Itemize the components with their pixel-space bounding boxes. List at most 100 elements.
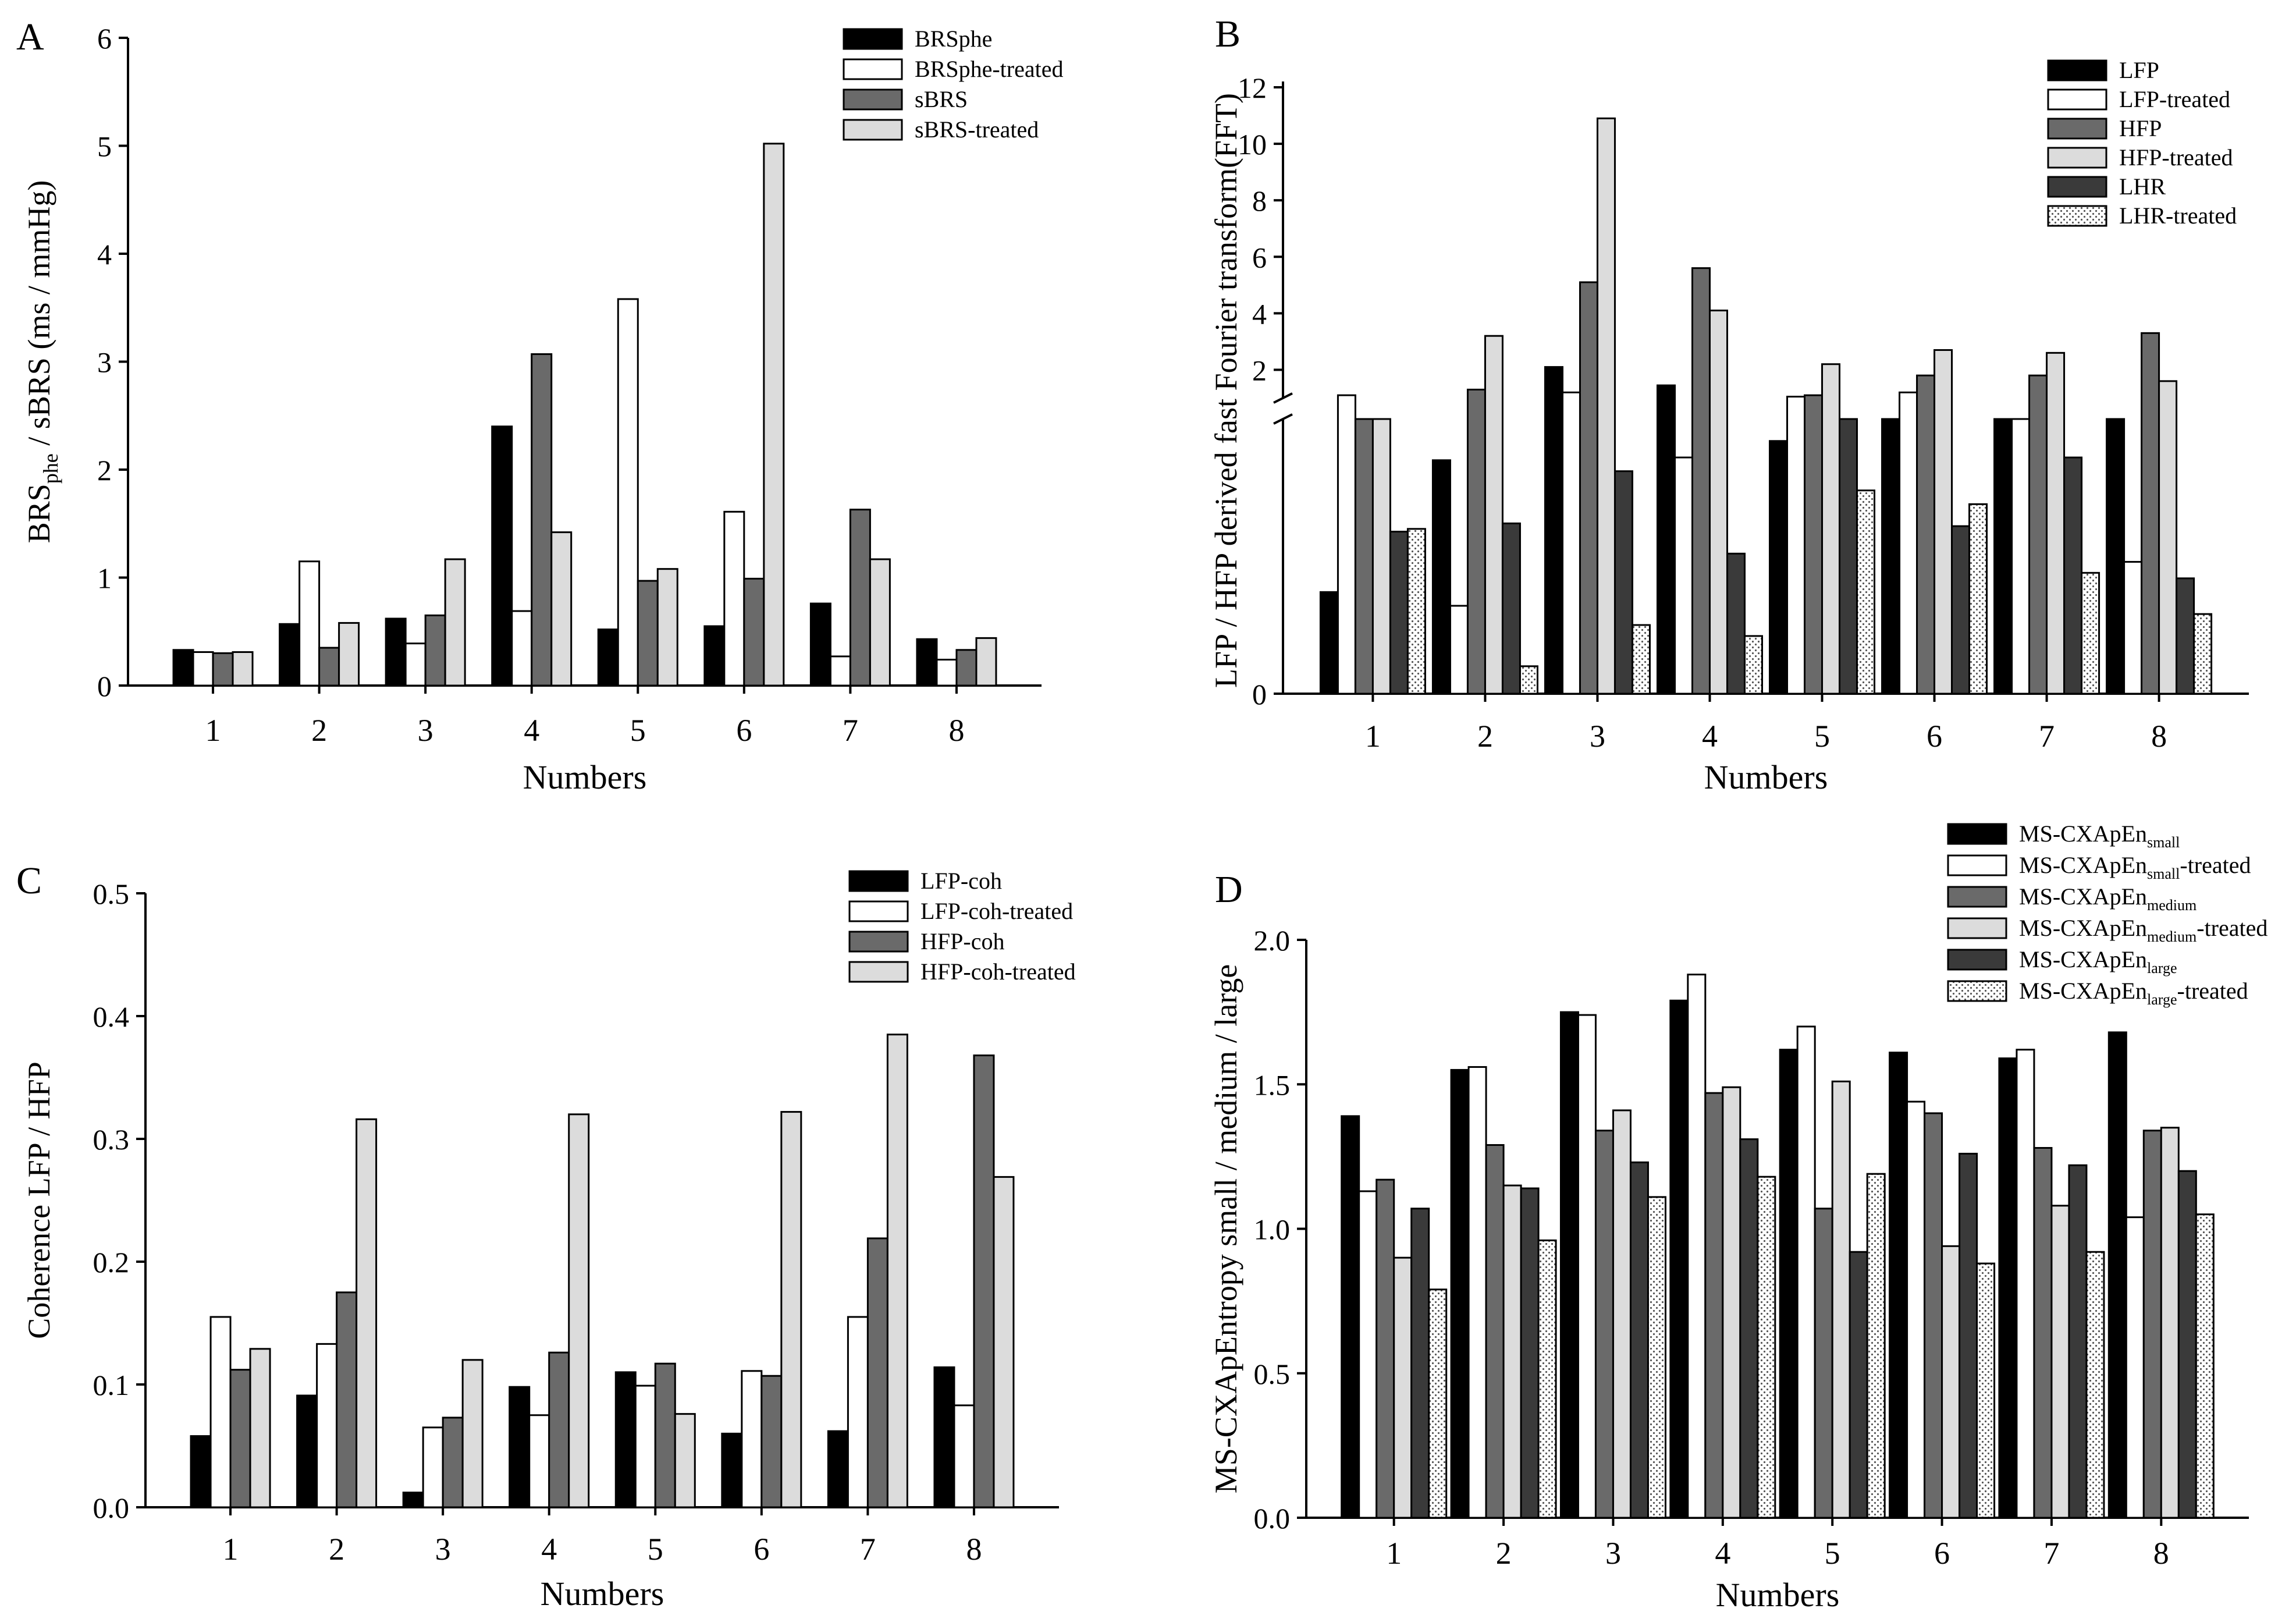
bar-b-s3-c8 [2141, 332, 2160, 695]
x-axis-label: Numbers [523, 758, 647, 796]
bar-a-s3-c4 [531, 353, 553, 687]
y-tick-label: 0.1 [93, 1369, 130, 1401]
y-tick-label: 4 [97, 238, 112, 271]
legend-swatch [2047, 176, 2107, 198]
legend-swatch [2047, 205, 2107, 227]
legend-label: LFP [2119, 57, 2159, 83]
bar-c-s1-c7 [827, 1430, 849, 1508]
bar-b-s6-c3 [1631, 624, 1651, 695]
y-tick-label: 0.2 [93, 1246, 130, 1279]
y-tick-label: 0.4 [93, 1000, 130, 1033]
bar-b-s2-c1 [1337, 394, 1356, 695]
y-tick-label: 6 [1252, 241, 1267, 274]
bar-d-s4-c2 [1502, 1184, 1522, 1519]
bar-c-s1-c8 [933, 1366, 955, 1508]
panel-d: D 0.0 0.5 1.0 1.5 2.0 1 2 3 4 5 6 7 8 Numbers MS-CXApEn… [1209, 821, 2267, 1614]
x-axis-label: Numbers [541, 1575, 664, 1613]
bar-d-s5-c8 [2177, 1170, 2197, 1519]
bar-b-s4-c3 [1596, 117, 1616, 695]
bar-a-s3-c7 [849, 509, 871, 687]
bar-d-s6-c6 [1976, 1262, 1996, 1519]
bar-d-s1-c2 [1450, 1068, 1470, 1519]
panel-a: A 0 1 2 3 4 5 6 1 2 3 4 5 6 7 8 Numbers BRSphe / sBRS (ms… [16, 16, 1064, 796]
bar-b-s3-c6 [1916, 374, 1936, 695]
bar-a-s3-c8 [955, 649, 978, 687]
bar-d-s6-c2 [1537, 1239, 1557, 1519]
bar-c-s2-c2 [316, 1343, 338, 1508]
bar-d-s4-c7 [2050, 1205, 2070, 1519]
bar-d-s4-c3 [1612, 1109, 1632, 1519]
bar-b-s2-c3 [1561, 391, 1581, 695]
bar-d-s1-c8 [2107, 1031, 2127, 1519]
bar-d-s2-c1 [1358, 1190, 1378, 1519]
legend-swatch [1947, 854, 2007, 876]
bar-c-s3-c1 [229, 1369, 251, 1508]
bar-b-s6-c4 [1743, 635, 1763, 695]
bar-c-s1-c4 [509, 1386, 531, 1508]
legend-label: MS-CXApEnlarge-treated [2019, 978, 2248, 1008]
bar-d-s5-c7 [2068, 1164, 2088, 1519]
legend-label: HFP-coh-treated [920, 958, 1076, 985]
x-tick-label: 1 [1386, 1536, 1402, 1571]
x-tick-label: 4 [1702, 719, 1718, 754]
bar-b-s6-c6 [1968, 503, 1988, 695]
bar-a-s3-c2 [318, 647, 340, 687]
bar-b-s1-c8 [2106, 418, 2126, 695]
x-tick-label: 5 [1825, 1536, 1840, 1571]
bar-c-s4-c6 [780, 1111, 802, 1508]
bar-b-s5-c1 [1389, 531, 1409, 695]
legend-swatch [2047, 59, 2107, 81]
legend-swatch [2047, 88, 2107, 111]
bar-c-s3-c4 [548, 1351, 570, 1508]
legend-label: LFP-coh-treated [920, 898, 1073, 924]
bar-b-s6-c1 [1406, 528, 1426, 695]
bar-d-s3-c8 [2142, 1130, 2162, 1519]
y-tick-label: 12 [1238, 72, 1267, 104]
bar-b-s1-c4 [1656, 384, 1676, 695]
bar-a-s1-c2 [279, 623, 301, 687]
bar-b-s5-c4 [1726, 552, 1746, 695]
legend-swatch [1947, 823, 2007, 845]
legend-label: sBRS-treated [915, 116, 1039, 143]
bar-a-s1-c8 [916, 638, 938, 687]
y-tick-label: 0.0 [93, 1492, 130, 1524]
bar-d-s6-c8 [2195, 1213, 2215, 1519]
bar-b-s1-c6 [1881, 418, 1901, 695]
bar-d-s2-c8 [2125, 1216, 2145, 1519]
bar-a-s3-c3 [424, 614, 446, 687]
x-tick-label: 7 [843, 713, 858, 748]
panel-c: C 0.0 0.1 0.2 0.3 0.4 0.5 1 2 3 4 5 6 7 8 Numbers Cohere… [16, 860, 1076, 1613]
bar-b-s2-c2 [1449, 605, 1469, 695]
bar-c-s4-c4 [568, 1113, 590, 1508]
bar-a-s1-c4 [491, 425, 513, 687]
bar-b-s6-c2 [1519, 665, 1538, 695]
bar-c-s1-c6 [721, 1432, 743, 1508]
legend-label: sBRS [915, 86, 968, 112]
bar-b-s1-c1 [1319, 591, 1339, 695]
bar-b-s4-c7 [2046, 352, 2066, 695]
bar-d-s3-c3 [1594, 1130, 1614, 1519]
y-tick-label: 1.5 [1254, 1068, 1291, 1101]
bar-a-s4-c6 [763, 143, 785, 687]
y-tick-label: 6 [97, 22, 112, 55]
bar-a-s2-c6 [723, 510, 745, 687]
y-axis-label: LFP / HFP derived fast Fourier transform… [1209, 93, 1243, 688]
bar-a-s3-c6 [743, 577, 765, 687]
y-tick-label: 8 [1252, 184, 1267, 217]
bar-d-s3-c4 [1704, 1092, 1724, 1519]
bar-c-s2-c8 [953, 1404, 975, 1508]
x-tick-label: 8 [2151, 719, 2167, 754]
bar-a-s2-c2 [298, 560, 321, 687]
bar-c-s1-c2 [296, 1394, 318, 1508]
bar-b-s2-c6 [1899, 391, 1918, 695]
y-axis-label: MS-CXApEntropy small / medium / large [1209, 964, 1243, 1493]
bar-d-s1-c7 [1998, 1057, 2018, 1519]
bar-d-s6-c7 [2085, 1251, 2105, 1519]
legend-label: HFP [2119, 115, 2162, 141]
bar-c-s3-c6 [760, 1375, 783, 1508]
bar-c-s3-c8 [973, 1055, 995, 1508]
bar-a-s2-c3 [404, 642, 426, 687]
bar-d-s1-c4 [1669, 999, 1689, 1519]
bar-b-s2-c8 [2123, 560, 2143, 695]
